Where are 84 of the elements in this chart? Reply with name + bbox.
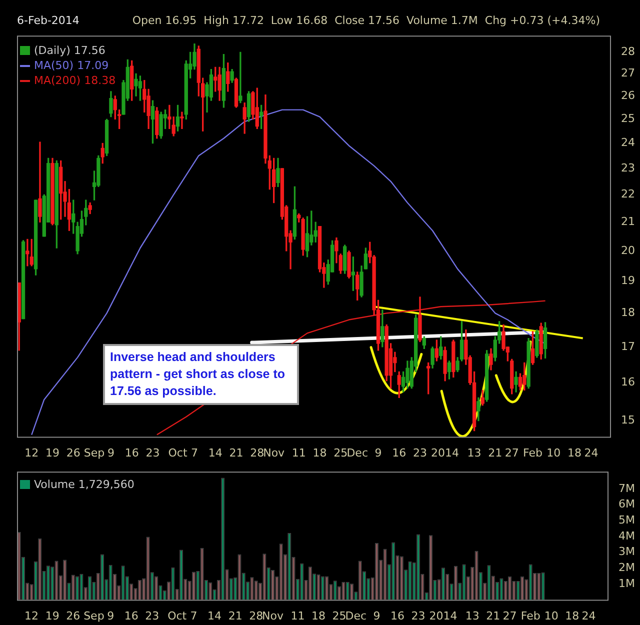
x-tick-label: 16	[392, 446, 406, 460]
x-tick-label: 18	[568, 446, 582, 460]
x-tick-label: 27	[502, 609, 517, 622]
x-tick-label: 12	[24, 446, 39, 460]
x-tick-label: Nov	[263, 446, 286, 460]
annotation: Inverse head and shoulders pattern - get short as close to 17.56 as possible.	[103, 344, 299, 405]
x-tick-label: 11	[292, 446, 306, 460]
x-tick-label: 11	[290, 609, 305, 622]
x-tick-label: Oct	[168, 446, 188, 460]
x-tick-label: Oct	[168, 609, 188, 622]
y-tick-label: 18	[621, 306, 636, 320]
x-tick-label: 18	[565, 609, 580, 622]
y-tick-label: 23	[621, 161, 636, 174]
x-tick-label: 9	[374, 446, 382, 460]
y-tick-label: 24	[621, 136, 636, 150]
x-tick-label: 24	[582, 609, 596, 622]
x-tick-label: 23	[146, 446, 160, 460]
y-tick-label: 27	[621, 66, 636, 80]
x-tick-label: 18	[311, 609, 326, 622]
x-tick-label: 26	[66, 609, 80, 622]
y-tick-label: 26	[621, 88, 636, 102]
x-tick-label: Dec	[346, 446, 368, 460]
y-tick-label: 3M	[618, 545, 636, 558]
x-tick-label: 12	[24, 609, 39, 622]
chart-subtitle: 6-Feb-2014	[17, 14, 80, 27]
x-tick-label: Sep	[84, 446, 105, 460]
legend-label: MA(200) 18.38	[34, 73, 116, 88]
x-tick-label: 7	[190, 609, 198, 622]
legend-label: (Daily) 17.56	[34, 43, 106, 58]
x-tick-label: 23	[412, 446, 427, 460]
x-tick-label: 16	[124, 609, 138, 622]
y-tick-label: 5M	[618, 514, 636, 527]
x-tick-label: 18	[312, 446, 327, 460]
x-tick-label: 16	[124, 446, 139, 460]
y-tick-label: 28	[621, 45, 636, 58]
x-tick-label: 27	[504, 446, 519, 460]
x-tick-label: 25	[334, 446, 348, 460]
x-tick-label: 14	[208, 609, 222, 622]
x-tick-label: 21	[488, 446, 502, 460]
x-tick-label: Dec	[345, 609, 367, 622]
x-tick-label: Feb	[520, 609, 540, 622]
x-tick-label: Feb	[523, 446, 542, 460]
y-tick-label: 22	[621, 188, 636, 201]
x-tick-label: 21	[486, 609, 500, 622]
y-tick-label: 17	[621, 340, 636, 353]
x-tick-label: 23	[411, 609, 426, 622]
x-tick-label: 14	[208, 446, 222, 460]
x-tick-label: 2014	[431, 446, 460, 460]
x-tick-label: 23	[145, 609, 160, 622]
x-tick-label: 21	[228, 609, 242, 622]
x-tick-label: 10	[546, 446, 561, 460]
x-tick-label: 9	[107, 609, 114, 622]
x-tick-label: 24	[584, 446, 598, 460]
legend-label: MA(50) 17.09	[34, 58, 109, 73]
x-tick-label: 7	[190, 446, 198, 460]
x-tick-label: 19	[45, 446, 60, 460]
y-tick-label: 7M	[618, 482, 636, 495]
y-tick-label: 4M	[618, 529, 636, 542]
x-tick-label: 13	[467, 446, 482, 460]
y-tick-label: 20	[621, 244, 636, 257]
y-tick-label: 2M	[618, 561, 636, 574]
x-tick-label: 13	[465, 609, 480, 622]
y-tick-label: 1M	[618, 576, 636, 590]
y-tick-label: 19	[621, 274, 636, 288]
y-tick-label: 15	[621, 414, 636, 427]
y-tick-label: 21	[621, 214, 636, 228]
y-tick-label: 16	[621, 376, 636, 389]
y-tick-label: 25	[621, 112, 636, 126]
x-tick-label: 21	[229, 446, 244, 460]
x-tick-label: 28	[249, 609, 264, 622]
x-tick-label: 28	[250, 446, 264, 460]
x-tick-label: Nov	[262, 609, 284, 622]
x-tick-label: 19	[45, 609, 60, 622]
x-tick-label: 25	[332, 609, 346, 622]
x-tick-label: 16	[390, 609, 405, 622]
x-tick-label: 2014	[429, 609, 458, 622]
text: Open 16.95 High 17.72 Low 16.68 Close 17.56 Volume 1.7M Chg +0.73 (+4.34%)	[132, 14, 600, 27]
x-tick-label: 26	[66, 446, 80, 460]
legend-label: Volume 1,729,560	[34, 477, 134, 492]
x-tick-label: Sep	[84, 609, 104, 622]
x-tick-label: 9	[373, 609, 380, 622]
x-tick-label: 10	[544, 609, 558, 622]
x-tick-label: 9	[107, 446, 114, 460]
y-tick-label: 6M	[618, 498, 636, 511]
